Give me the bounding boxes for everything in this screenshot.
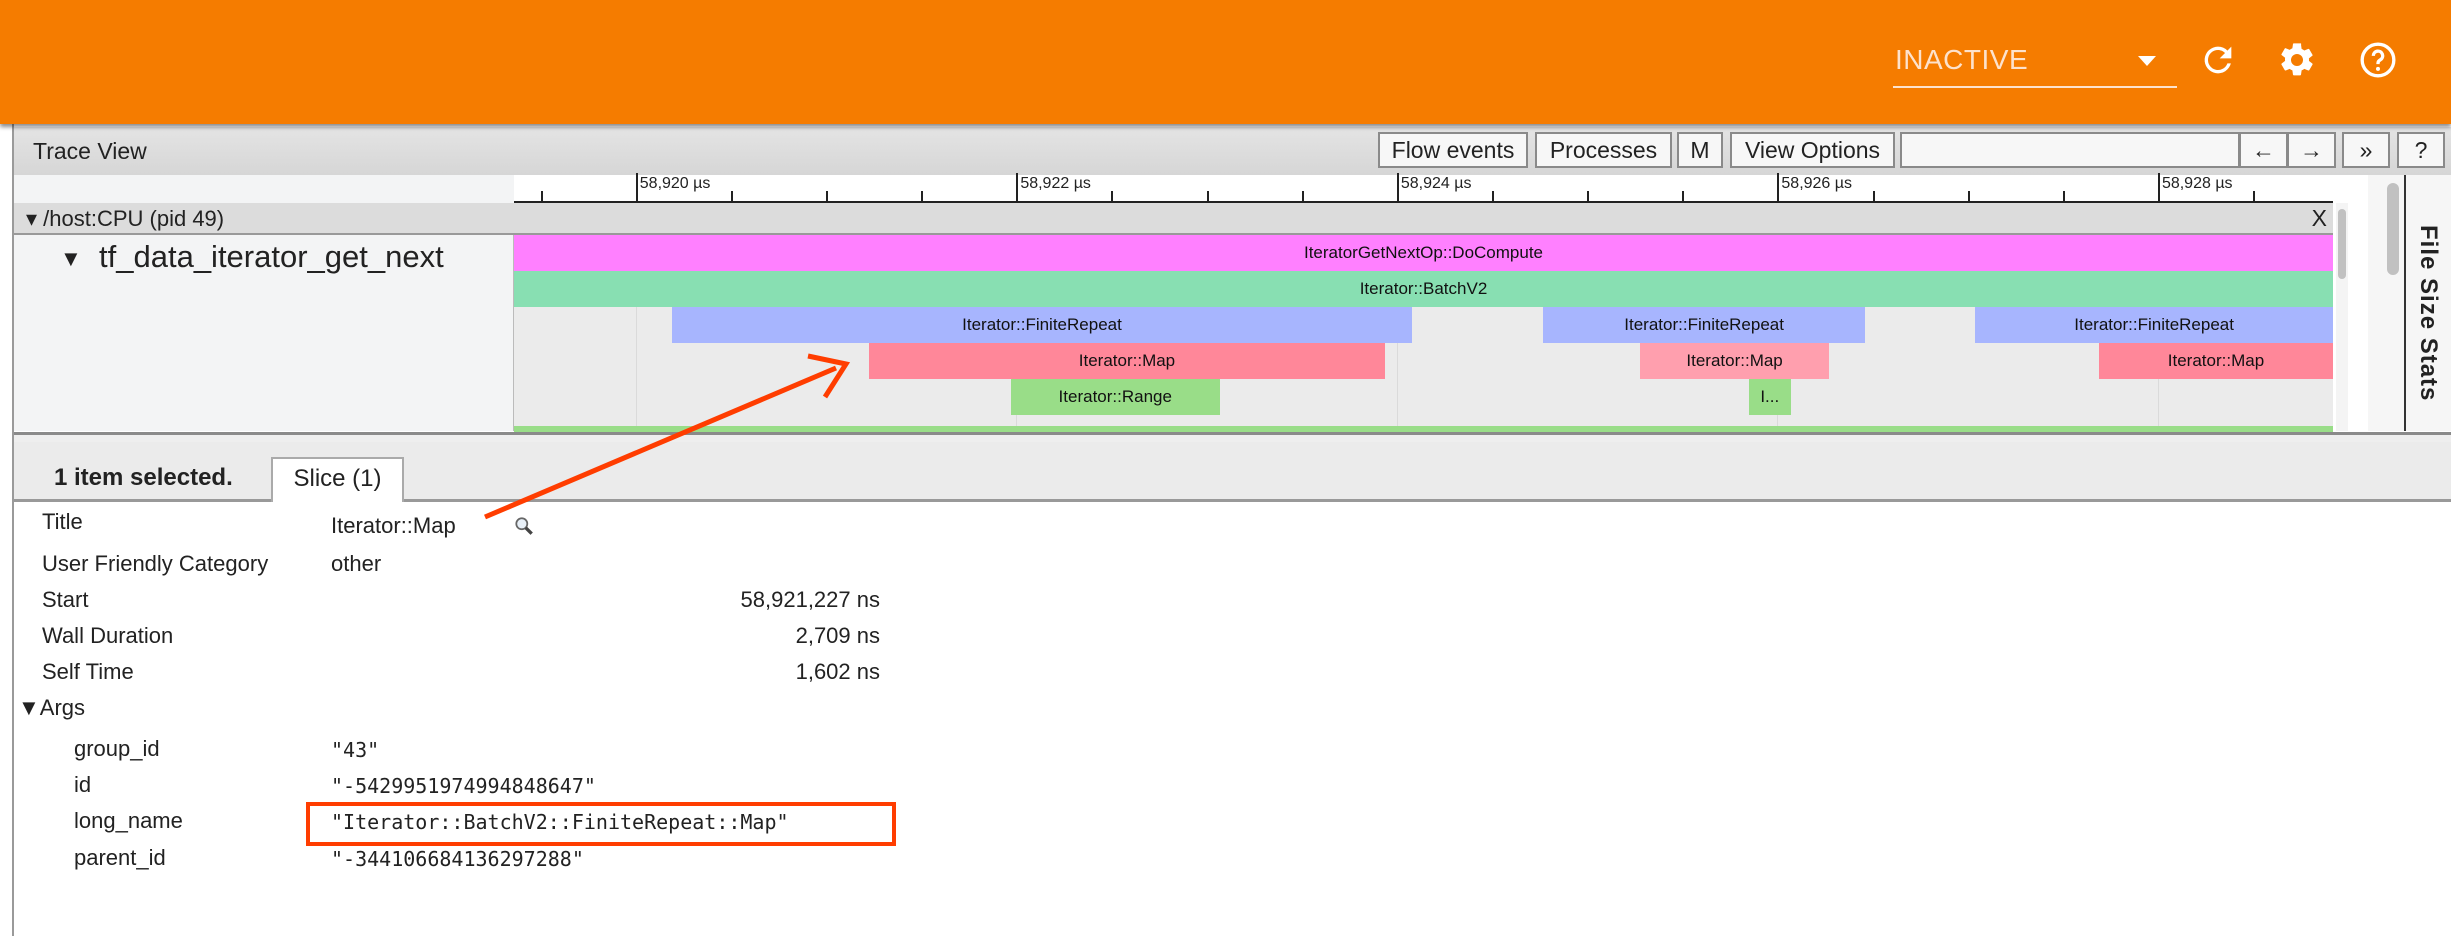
minor-tick: [1491, 191, 1494, 201]
slice-iterator-map[interactable]: Iterator::Map: [2098, 343, 2333, 379]
minor-tick: [1301, 191, 1304, 201]
help-icon[interactable]: [2358, 40, 2398, 80]
scrollbar-thumb[interactable]: [2387, 183, 2399, 275]
slice-iterator-map[interactable]: Iterator::Map: [869, 343, 1385, 379]
slice-iteratorgetnextop-docompute[interactable]: IteratorGetNextOp::DoCompute: [514, 235, 2333, 271]
major-tick: [2157, 173, 2160, 201]
tick-label: 58,928 µs: [2161, 175, 2233, 192]
track-label[interactable]: ▼ tf_data_iterator_get_next: [14, 235, 514, 431]
minor-tick: [540, 191, 543, 201]
start-value: 58,921,227 ns: [740, 587, 880, 612]
processes-button[interactable]: Processes: [1535, 132, 1672, 168]
start-label: Start: [42, 587, 89, 612]
refresh-icon[interactable]: [2198, 40, 2238, 80]
trace-view-title: Trace View: [33, 138, 147, 164]
track-name: ▼ tf_data_iterator_get_next: [60, 239, 444, 275]
tick-label: 58,926 µs: [1781, 175, 1852, 192]
viewer-scrollbar[interactable]: [2368, 175, 2404, 431]
slice-iterator-finiterepeat[interactable]: Iterator::FiniteRepeat: [1543, 307, 1865, 343]
wall-duration-value: 2,709 ns: [795, 623, 880, 648]
collapse-triangle-icon[interactable]: ▼: [60, 245, 82, 271]
self-time-value: 1,602 ns: [795, 659, 880, 684]
minor-tick: [1111, 191, 1114, 201]
slice-iterator-finiterepeat[interactable]: Iterator::FiniteRepeat: [1975, 307, 2333, 343]
time-ruler[interactable]: 58,920 µs 58,922 µs 58,924 µs 58,926 µs 58,9…: [514, 173, 2333, 203]
minor-tick: [1206, 191, 1209, 201]
minor-tick: [2253, 191, 2256, 201]
args-toggle[interactable]: ▼Args: [18, 695, 85, 721]
ruler-gutter: [14, 175, 514, 203]
minor-tick: [730, 191, 733, 201]
parent-id-label: parent_id: [74, 845, 166, 870]
track-name-text: tf_data_iterator_get_next: [99, 239, 444, 274]
slice-iterator-batchv2[interactable]: Iterator::BatchV2: [514, 271, 2333, 307]
args-header: Args: [39, 695, 86, 720]
wall-duration-label: Wall Duration: [42, 623, 174, 648]
next-match-button[interactable]: →: [2287, 132, 2336, 168]
file-size-stats-label: File Size Stats: [2415, 225, 2442, 402]
gear-icon[interactable]: [2277, 40, 2317, 80]
view-options-button[interactable]: View Options: [1730, 132, 1895, 168]
minor-tick: [1682, 191, 1685, 201]
minor-tick: [1967, 191, 1970, 201]
id-label: id: [74, 772, 92, 797]
slice-iterator-map[interactable]: Iterator::Map: [1640, 343, 1829, 379]
m-button[interactable]: M: [1677, 132, 1723, 168]
process-header[interactable]: ▾ /host:CPU (pid 49) X: [14, 203, 2333, 235]
major-tick: [1016, 173, 1019, 201]
magnifier-icon[interactable]: [513, 515, 535, 537]
title-label: Title: [42, 509, 83, 534]
track-slices-area[interactable]: IteratorGetNextOp::DoCompute Iterator::Ba…: [514, 235, 2333, 431]
slice-iterator-range[interactable]: Iterator::Range: [1010, 379, 1220, 415]
scrollbar-thumb[interactable]: [2338, 209, 2346, 279]
id-value: "-5429951974994848647": [331, 774, 596, 798]
minor-tick: [826, 191, 829, 201]
gridline: [635, 235, 637, 431]
minor-tick: [1587, 191, 1590, 201]
tick-label: 58,920 µs: [639, 175, 711, 192]
expand-triangle-icon: ▼: [18, 695, 40, 720]
close-process-button[interactable]: X: [2311, 205, 2327, 231]
search-input[interactable]: [1900, 132, 2240, 168]
process-label: ▾ /host:CPU (pid 49): [26, 206, 225, 231]
analysis-tab-bar: 1 item selected. Slice (1): [14, 442, 2451, 502]
long-name-value: "Iterator::BatchV2::FiniteRepeat::Map": [331, 810, 789, 834]
minor-tick: [921, 191, 924, 201]
more-button[interactable]: »: [2342, 132, 2390, 168]
group-id-label: group_id: [74, 736, 160, 761]
major-tick: [1777, 173, 1780, 201]
category-value: other: [331, 551, 382, 576]
title-value: Iterator::Map: [331, 513, 456, 538]
trace-toolbar: Trace View Flow events Processes M View …: [14, 127, 2451, 175]
flow-events-button[interactable]: Flow events: [1378, 132, 1528, 168]
run-selector-value: INACTIVE: [1895, 44, 2029, 75]
slice-iterator-range[interactable]: I...: [1748, 379, 1791, 415]
top-app-bar: INACTIVE: [0, 0, 2451, 124]
panel-resize-handle[interactable]: [14, 432, 2451, 442]
tick-label: 58,922 µs: [1020, 175, 1091, 192]
parent-id-value: "-344106684136297288": [331, 847, 584, 871]
previous-match-button[interactable]: ←: [2239, 132, 2288, 168]
tab-slice[interactable]: Slice (1): [271, 457, 404, 502]
help-button[interactable]: ?: [2397, 132, 2445, 168]
minor-tick: [1872, 191, 1875, 201]
run-selector-dropdown[interactable]: INACTIVE: [1893, 38, 2177, 88]
category-label: User Friendly Category: [42, 551, 269, 576]
selection-summary: 1 item selected.: [54, 464, 233, 491]
long-name-label: long_name: [74, 808, 183, 833]
highlight-box-annotation: [306, 802, 896, 846]
self-time-label: Self Time: [42, 659, 134, 684]
dropdown-caret-icon: [2138, 56, 2156, 66]
next-track-preview: [514, 426, 2333, 432]
tick-label: 58,924 µs: [1400, 175, 1472, 192]
group-id-value: "43": [331, 738, 380, 762]
major-tick: [1396, 173, 1399, 201]
file-size-stats-tab[interactable]: File Size Stats: [2404, 175, 2451, 431]
slice-iterator-finiterepeat[interactable]: Iterator::FiniteRepeat: [671, 307, 1413, 343]
minor-tick: [2062, 191, 2065, 201]
major-tick: [635, 173, 638, 201]
process-name: /host:CPU (pid 49): [43, 206, 225, 231]
track-scrollbar[interactable]: [2336, 203, 2348, 431]
